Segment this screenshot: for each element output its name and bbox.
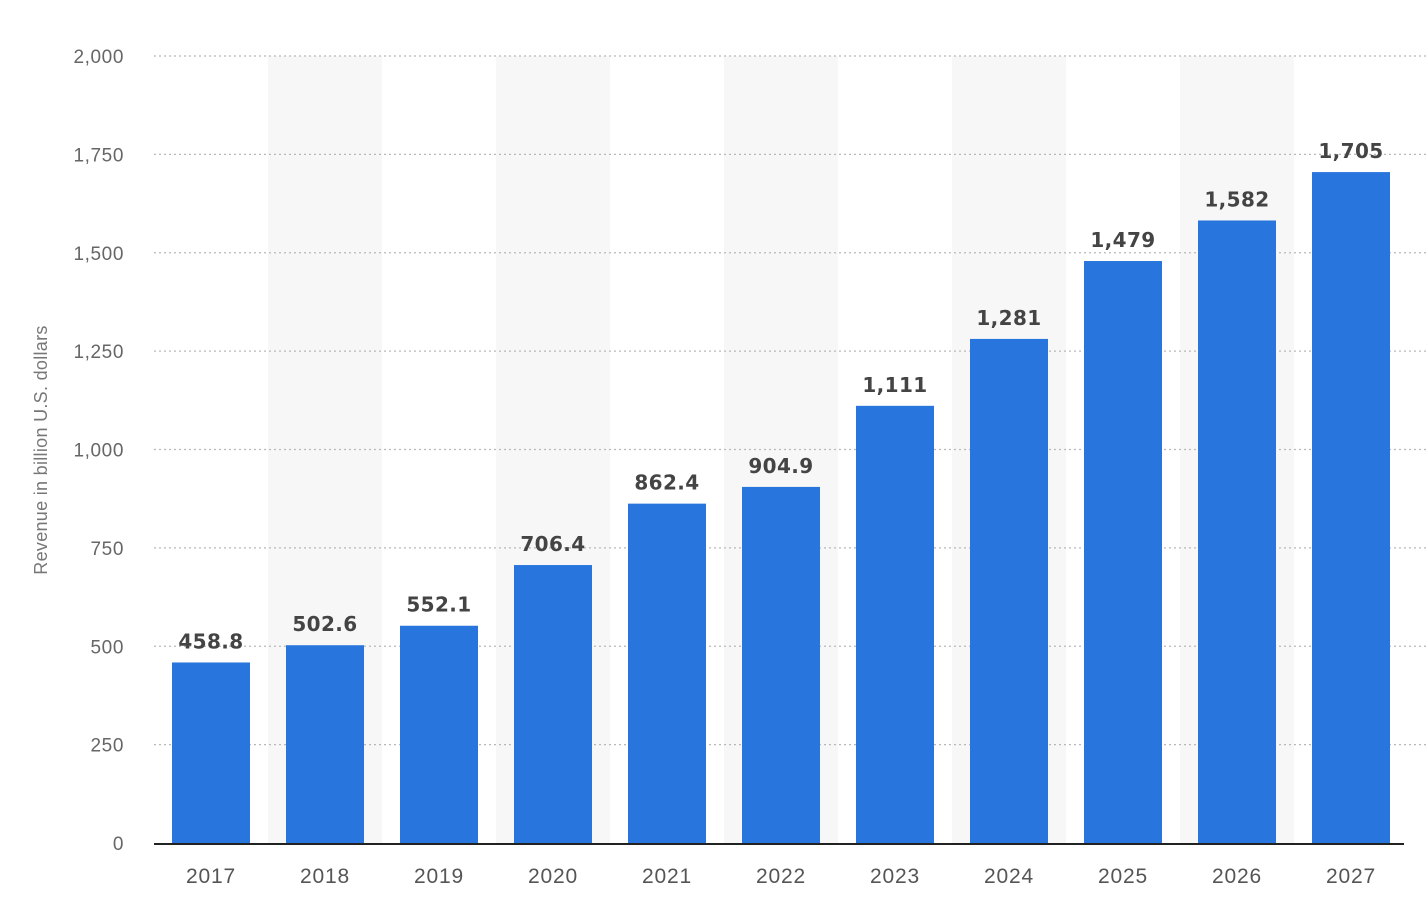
bar-2023 [856, 405, 934, 843]
y-tick-label: 500 [90, 637, 124, 658]
y-tick-label: 1,000 [73, 441, 124, 462]
x-tick-label-2024: 2024 [984, 865, 1034, 888]
bar-2019 [400, 625, 478, 843]
x-axis-ticks: 2017 2018 2019 2020 2021 2022 2023 2024 2025 2026… [186, 865, 1376, 888]
y-tick-label: 1,250 [73, 342, 124, 363]
bar-2025 [1084, 261, 1162, 843]
bars [172, 172, 1390, 843]
value-label-2027: 1,705 [1318, 139, 1383, 163]
value-label-2020: 706.4 [520, 532, 585, 556]
y-tick-label: 250 [90, 736, 124, 757]
bar-2018 [286, 645, 364, 843]
value-label-2023: 1,111 [862, 373, 927, 397]
bar-2022 [742, 486, 820, 843]
value-label-2019: 552.1 [406, 593, 471, 617]
x-tick-label-2023: 2023 [870, 865, 920, 888]
value-label-2025: 1,479 [1090, 228, 1155, 252]
bar-2021 [628, 503, 706, 843]
x-tick-label-2025: 2025 [1098, 865, 1148, 888]
x-tick-label-2020: 2020 [528, 865, 578, 888]
bar-2017 [172, 662, 250, 843]
value-label-2018: 502.6 [292, 612, 357, 636]
x-tick-label-2017: 2017 [186, 865, 236, 888]
y-tick-label: 2,000 [73, 47, 124, 68]
value-label-2024: 1,281 [976, 306, 1041, 330]
y-axis-ticks: 0 250 500 750 1,000 1,250 1,500 1,750 2,000 [73, 47, 124, 855]
y-tick-label: 1,500 [73, 244, 124, 265]
value-labels: 458.8 502.6 552.1 706.4 862.4 904.9 1,111 1,281… [178, 139, 1383, 653]
value-label-2022: 904.9 [748, 454, 813, 478]
x-tick-label-2022: 2022 [756, 865, 806, 888]
y-tick-label: 0 [113, 834, 124, 855]
x-tick-label-2021: 2021 [642, 865, 692, 888]
bar-2026 [1198, 220, 1276, 843]
x-tick-label-2018: 2018 [300, 865, 350, 888]
bar-2024 [970, 338, 1048, 843]
y-axis-title: Revenue in billion U.S. dollars [31, 325, 51, 574]
bar-2020 [514, 565, 592, 843]
value-label-2017: 458.8 [178, 629, 243, 653]
x-tick-label-2027: 2027 [1326, 865, 1376, 888]
x-tick-label-2026: 2026 [1212, 865, 1262, 888]
bar-2027 [1312, 172, 1390, 843]
x-tick-label-2019: 2019 [414, 865, 464, 888]
value-label-2021: 862.4 [634, 471, 699, 495]
y-tick-label: 750 [90, 539, 124, 560]
value-label-2026: 1,582 [1204, 187, 1269, 211]
y-tick-label: 1,750 [73, 145, 124, 166]
